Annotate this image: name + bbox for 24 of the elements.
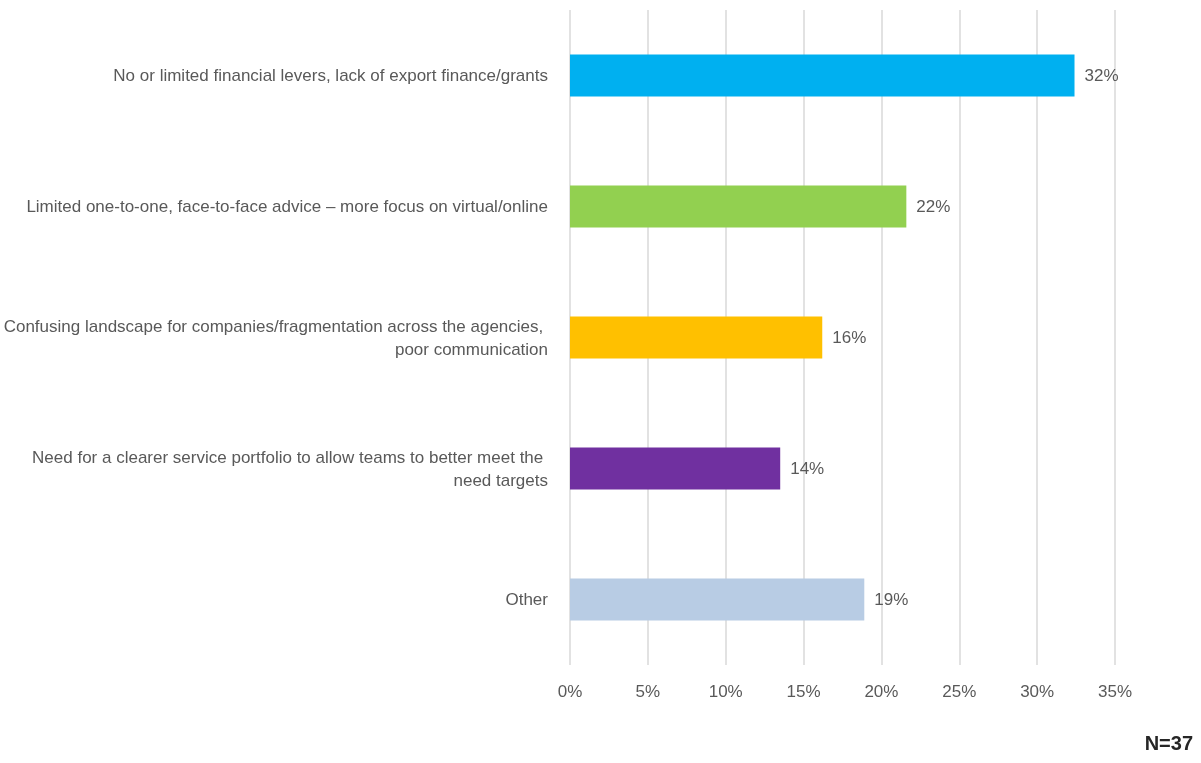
y-tick-label: Other [505,590,549,609]
y-tick-label: Need for a clearer service portfolio to allow teams to better meet the need targets [32,447,548,490]
bar [570,578,865,621]
x-tick-label: 0% [557,682,583,701]
x-tick-label: 20% [864,682,899,701]
y-tick-label: Limited one-to-one, face-to-face advice – more focus on virtual/online [26,197,548,216]
data-label: 14% [790,459,825,478]
bar [570,185,907,228]
x-tick-label: 35% [1097,682,1133,701]
data-label: 19% [874,590,909,609]
y-tick-label: Confusing landscape for companies/fragmentation across the agencies, poor communication [3,316,548,359]
bar [570,54,1075,97]
data-label: 32% [1084,66,1119,85]
bar [570,447,781,490]
x-tick-label: 25% [942,682,977,701]
y-tick-label: No or limited financial levers, lack of export finance/grants [113,66,548,85]
x-tick-label: 15% [786,682,821,701]
text: N=37 [1144,732,1194,754]
data-label: 16% [832,328,867,347]
x-tick-label: 5% [635,682,661,701]
x-tick-label: 30% [1020,682,1055,701]
bar [570,316,823,359]
x-tick-label: 10% [708,682,743,701]
data-label: 22% [916,197,951,216]
